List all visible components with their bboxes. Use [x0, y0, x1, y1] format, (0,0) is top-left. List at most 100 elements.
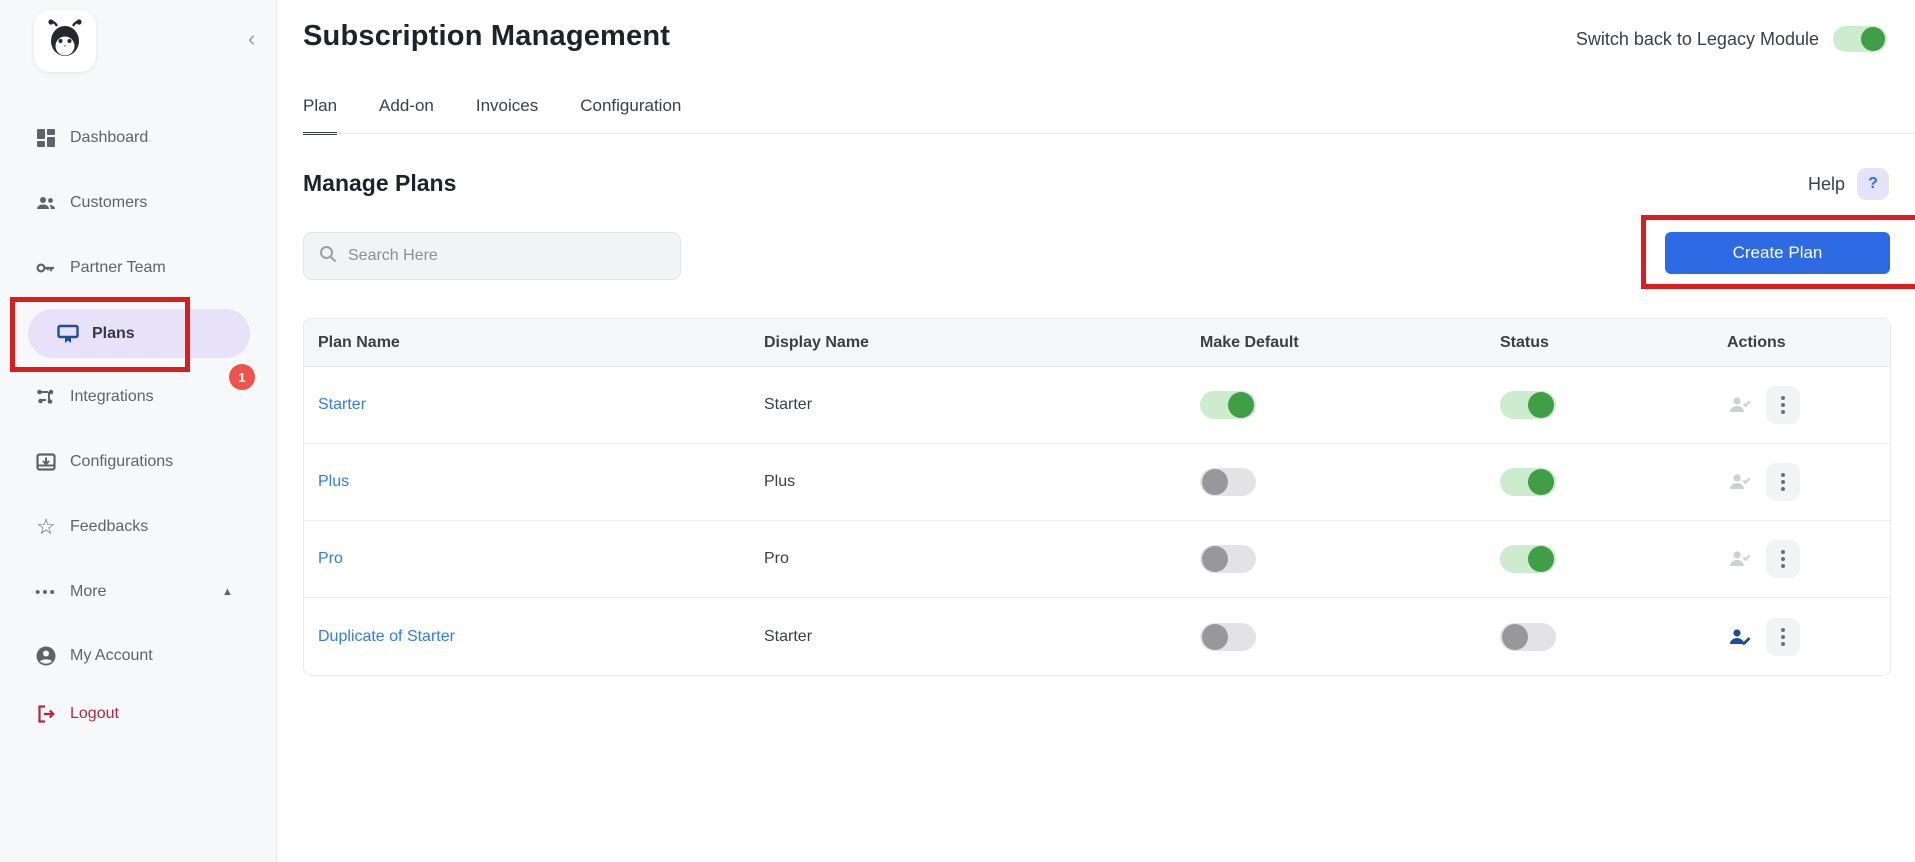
help-question-icon[interactable]: ? — [1857, 168, 1889, 200]
tab-add-on[interactable]: Add-on — [379, 96, 434, 115]
person-check-icon[interactable] — [1727, 470, 1753, 494]
display-name: Starter — [764, 396, 813, 413]
toggle-knob — [1528, 469, 1554, 495]
toggle-knob — [1228, 392, 1254, 418]
status-toggle[interactable] — [1500, 545, 1556, 573]
sidebar-item-my-account[interactable]: My Account — [0, 632, 277, 680]
toggle-knob — [1528, 546, 1554, 572]
account-circle-icon — [34, 644, 58, 668]
table-row: Starter Starter — [304, 367, 1890, 444]
sidebar-item-plans[interactable]: Plans — [28, 309, 250, 358]
sidebar-item-label: Dashboard — [70, 129, 149, 146]
sidebar-item-label: More — [70, 583, 107, 600]
sidebar-item-label: Feedbacks — [70, 518, 149, 535]
help: Help ? — [1808, 168, 1889, 200]
status-toggle[interactable] — [1500, 468, 1556, 496]
legacy-module-switch: Switch back to Legacy Module — [1576, 26, 1887, 52]
sidebar-item-logout[interactable]: Logout — [0, 690, 277, 738]
dashboard-icon — [34, 126, 58, 150]
sidebar-item-label: My Account — [70, 647, 153, 664]
column-header-actions: Actions — [1727, 333, 1786, 351]
more-dots-icon: ••• — [35, 583, 57, 601]
toggle-knob — [1861, 27, 1885, 51]
status-toggle[interactable] — [1500, 622, 1556, 651]
table-row: Duplicate of Starter Starter — [304, 598, 1890, 675]
tabs-divider — [303, 133, 1915, 134]
plan-name-link[interactable]: Starter — [318, 396, 367, 413]
robot-logo-icon — [43, 17, 87, 66]
sidebar-item-more[interactable]: ••• More ▲ — [0, 568, 277, 616]
annotation-rect-create-plan — [1641, 215, 1915, 289]
tab-bar: Plan Add-on Invoices Configuration — [303, 96, 681, 135]
column-header-plan-name: Plan Name — [318, 333, 400, 351]
plan-name-link[interactable]: Duplicate of Starter — [318, 627, 455, 645]
status-toggle[interactable] — [1500, 391, 1556, 419]
annotation-rect-plans — [10, 297, 190, 372]
search-box[interactable] — [303, 232, 681, 280]
plans-icon — [56, 322, 80, 346]
toggle-knob — [1202, 469, 1228, 495]
sidebar-item-label: Partner Team — [70, 259, 166, 276]
sidebar-item-feedbacks[interactable]: ☆ Feedbacks — [0, 503, 277, 551]
toggle-knob — [1502, 623, 1528, 650]
column-header-make-default: Make Default — [1200, 333, 1299, 351]
kebab-menu-button[interactable] — [1766, 540, 1800, 578]
main-content: Subscription Management Switch back to L… — [277, 0, 1915, 862]
person-check-icon[interactable] — [1727, 393, 1753, 417]
sidebar-item-label: Configurations — [70, 453, 174, 470]
toggle-knob — [1202, 546, 1228, 572]
table-row: Pro Pro — [304, 521, 1890, 598]
key-icon — [34, 256, 58, 280]
sidebar-collapse-chevron-icon[interactable]: ‹ — [248, 26, 256, 51]
sidebar-item-label: Integrations — [70, 388, 154, 405]
make-default-toggle[interactable] — [1200, 545, 1256, 573]
tab-plan[interactable]: Plan — [303, 96, 338, 135]
table-row: Plus Plus — [304, 444, 1890, 521]
customers-icon — [34, 191, 58, 215]
logout-icon — [34, 702, 58, 726]
caret-up-icon: ▲ — [222, 586, 233, 598]
column-header-display-name: Display Name — [764, 333, 869, 351]
column-header-status: Status — [1500, 333, 1549, 351]
table-header-row: Plan Name Display Name Make Default Stat… — [304, 319, 1890, 367]
sidebar-item-dashboard[interactable]: Dashboard — [0, 114, 277, 162]
person-edit-icon[interactable] — [1727, 625, 1753, 649]
search-icon — [318, 244, 338, 269]
sidebar-item-configurations[interactable]: Configurations — [0, 438, 277, 486]
display-name: Starter — [764, 627, 813, 645]
kebab-menu-button[interactable] — [1766, 386, 1800, 424]
sidebar-item-label: Plans — [92, 324, 135, 342]
plan-name-link[interactable]: Plus — [318, 473, 350, 490]
display-name: Pro — [764, 550, 789, 567]
make-default-toggle[interactable] — [1200, 468, 1256, 496]
sidebar: ‹ Dashboard Customers Partner Team — [0, 0, 277, 862]
toggle-knob — [1202, 623, 1228, 650]
section-title: Manage Plans — [303, 170, 457, 196]
kebab-menu-button[interactable] — [1766, 463, 1800, 501]
help-label: Help — [1807, 173, 1845, 194]
search-input[interactable] — [348, 247, 666, 265]
app-logo — [34, 10, 96, 72]
tab-configuration[interactable]: Configuration — [580, 96, 682, 115]
sidebar-item-integrations[interactable]: Integrations — [0, 373, 277, 421]
sidebar-item-label: Logout — [70, 705, 119, 722]
integrations-icon — [34, 385, 58, 409]
sidebar-item-customers[interactable]: Customers — [0, 179, 277, 227]
create-plan-button[interactable]: Create Plan — [1665, 232, 1890, 274]
plan-name-link[interactable]: Pro — [318, 550, 343, 567]
make-default-toggle[interactable] — [1200, 622, 1256, 651]
integrations-notification-badge: 1 — [229, 364, 255, 390]
plans-table: Plan Name Display Name Make Default Stat… — [303, 318, 1891, 676]
legacy-switch-label: Switch back to Legacy Module — [1575, 28, 1819, 49]
person-check-icon[interactable] — [1727, 547, 1753, 571]
kebab-menu-button[interactable] — [1766, 617, 1800, 656]
make-default-toggle[interactable] — [1200, 391, 1256, 419]
legacy-module-toggle[interactable] — [1833, 26, 1887, 52]
sidebar-item-label: Customers — [70, 194, 148, 211]
sidebar-item-partner-team[interactable]: Partner Team — [0, 244, 277, 292]
toggle-knob — [1528, 392, 1554, 418]
tab-invoices[interactable]: Invoices — [475, 96, 539, 115]
page-title: Subscription Management — [303, 20, 671, 52]
display-name: Plus — [764, 473, 796, 490]
configurations-icon — [34, 450, 58, 474]
